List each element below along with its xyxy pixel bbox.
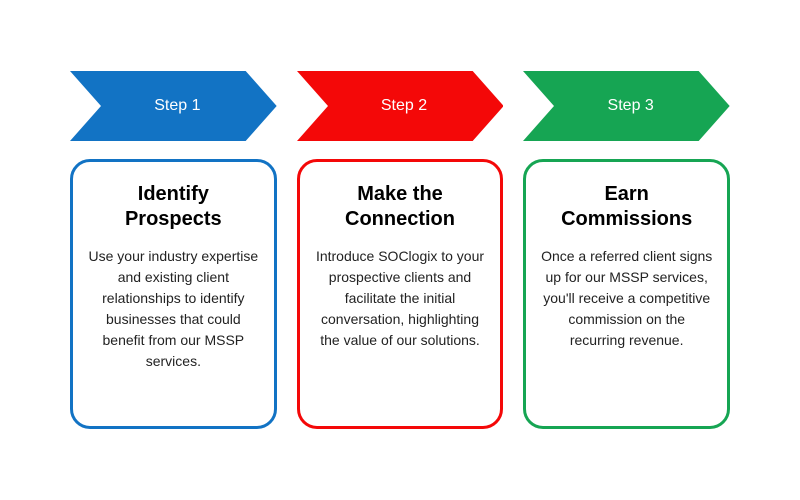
step-card-1-body: Use your industry expertise and existing… [87,246,260,372]
step-card-2: Make the Connection Introduce SOClogix t… [297,159,504,429]
step-card-2-title: Make the Connection [314,182,487,232]
step-card-2-body: Introduce SOClogix to your prospective c… [314,246,487,351]
step-card-1-title: Identify Prospects [87,182,260,232]
step-arrow-1: Step 1 [70,71,277,141]
arrows-row: Step 1 Step 2 Step 3 [70,71,730,141]
step-card-1: Identify Prospects Use your industry exp… [70,159,277,429]
step-arrow-3-label: Step 3 [523,71,730,141]
step-arrow-2-label: Step 2 [297,71,504,141]
step-card-3-body: Once a referred client signs up for our … [540,246,713,351]
step-card-3: Earn Commissions Once a referred client … [523,159,730,429]
step-card-3-title: Earn Commissions [540,182,713,232]
steps-infographic: Step 1 Step 2 Step 3 Identify Prospects … [70,71,730,429]
step-arrow-3: Step 3 [523,71,730,141]
step-arrow-2: Step 2 [297,71,504,141]
step-arrow-1-label: Step 1 [70,71,277,141]
cards-row: Identify Prospects Use your industry exp… [70,159,730,429]
